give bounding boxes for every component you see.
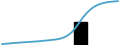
Bar — [74, 22, 87, 45]
